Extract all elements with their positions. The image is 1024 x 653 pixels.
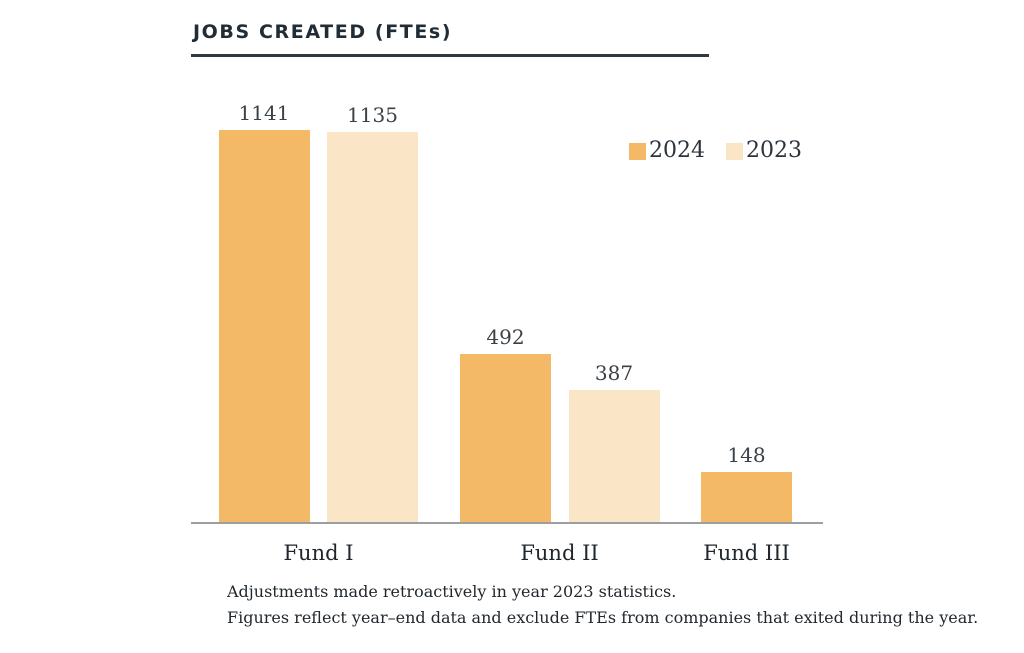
x-axis-label-fund-i: Fund I [283,541,354,565]
bar-fund-i-2023 [327,132,418,523]
bar-fund-i-2024 [218,130,310,523]
chart-legend: 2024 2023 [629,140,802,162]
bar-value-label-fund-i-2024: 1141 [238,101,290,125]
legend-label: 2024 [649,138,705,163]
bar-value-label-fund-iii-2024: 148 [727,443,766,468]
bar-fund-iii-2024 [701,472,792,523]
x-axis-label-fund-iii: Fund III [703,541,790,565]
bar-value-label-fund-ii-2023: 387 [594,360,634,385]
bar-fund-ii-2024 [460,353,551,523]
legend-item-2023: 2023 [726,140,802,162]
chart-footnotes: Adjustments made retroactively in year 2… [227,583,978,635]
footnote-line: Adjustments made retroactively in year 2… [227,582,677,601]
x-axis-label-fund-ii: Fund II [520,541,599,565]
legend-swatch-icon [629,142,646,160]
bar-chart: 1141 492 148 1135 387 [218,101,792,523]
bar-fund-ii-2023 [568,389,660,523]
title-underline-rule [191,54,709,57]
legend-label: 2023 [746,138,802,163]
legend-swatch-icon [726,142,743,160]
legend-item-2024: 2024 [629,140,705,162]
footnote-line: Figures reflect year–end data and exclud… [227,608,979,627]
x-axis-line [191,522,823,524]
bar-value-label-fund-i-2023: 1135 [347,103,398,128]
chart-title: JOBS CREATED (FTEs) [193,21,453,43]
bar-value-label-fund-ii-2024: 492 [486,324,525,349]
